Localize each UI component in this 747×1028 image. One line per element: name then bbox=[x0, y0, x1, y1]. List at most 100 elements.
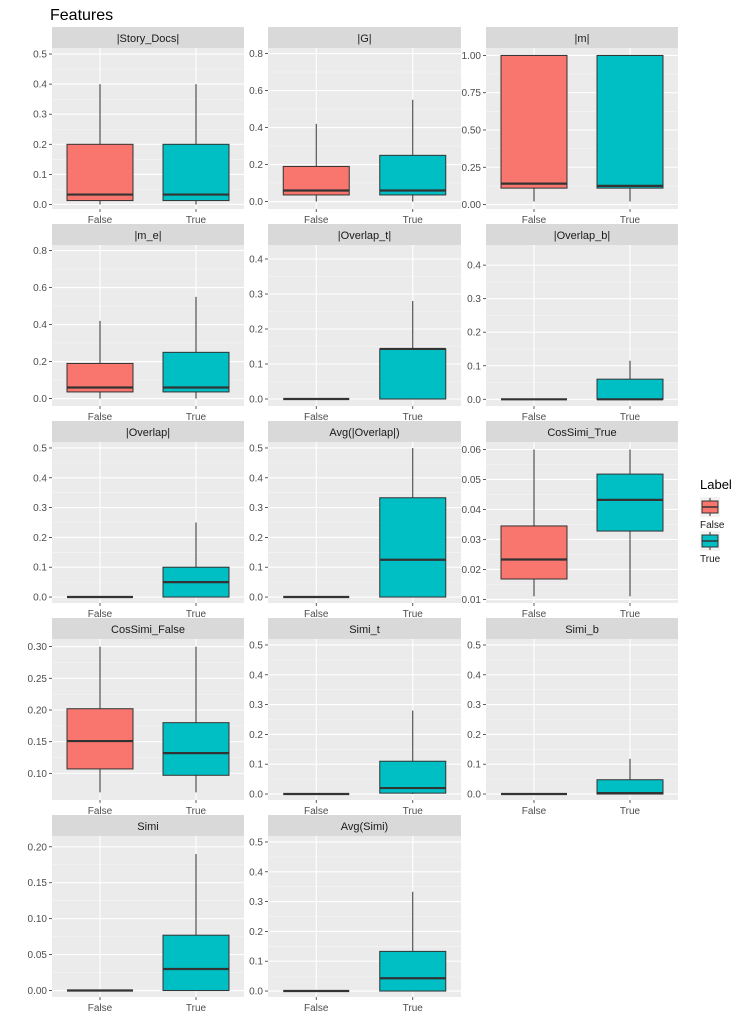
box-iqr bbox=[162, 934, 230, 992]
x-tick-label: False bbox=[88, 806, 113, 817]
x-tick-label: True bbox=[620, 806, 641, 817]
box-false bbox=[66, 646, 134, 793]
y-tick-label: 0.0 bbox=[33, 394, 47, 405]
box-true bbox=[596, 758, 664, 795]
y-tick-label: 0.15 bbox=[28, 737, 48, 748]
box-iqr bbox=[162, 351, 230, 393]
y-tick-label: 0.5 bbox=[33, 50, 47, 61]
y-tick-label: 0.4 bbox=[33, 320, 47, 331]
facet-panels: |Story_Docs| 0.0 0.1 0.2 0.3 0.4 0.5 False True |… bbox=[28, 27, 678, 1014]
x-tick-label: True bbox=[186, 1003, 207, 1014]
box-iqr bbox=[379, 154, 447, 196]
legend-item: False bbox=[700, 497, 725, 531]
facet-panel: Avg(Simi) 0.0 0.1 0.2 0.3 0.4 0.5 False True bbox=[249, 815, 461, 1014]
facet-strip bbox=[268, 618, 461, 639]
facet-panel: CosSimi_False 0.10 0.15 0.20 0.25 0.30 False Tr… bbox=[28, 618, 244, 817]
y-tick-label: 0.30 bbox=[28, 642, 48, 653]
y-tick-label: 0.4 bbox=[33, 80, 47, 91]
box-iqr bbox=[162, 722, 230, 776]
y-tick-label: 0.02 bbox=[462, 565, 482, 576]
box-iqr bbox=[162, 143, 230, 202]
facet-strip-label: |Story_Docs| bbox=[117, 33, 180, 45]
y-tick-label: 0.20 bbox=[28, 705, 48, 716]
box-true bbox=[379, 301, 447, 400]
y-tick-label: 0.5 bbox=[249, 837, 263, 848]
y-tick-label: 0.3 bbox=[33, 503, 47, 514]
box-false bbox=[66, 84, 134, 205]
facet-strip-label: Simi_t bbox=[349, 624, 380, 636]
facet-strip bbox=[268, 421, 461, 442]
x-tick-label: False bbox=[304, 609, 329, 620]
y-tick-label: 0.3 bbox=[249, 290, 263, 301]
y-tick-label: 0.2 bbox=[249, 533, 263, 544]
facet-panel: |Overlap| 0.0 0.1 0.2 0.3 0.4 0.5 False True bbox=[33, 421, 244, 620]
x-tick-label: False bbox=[88, 609, 113, 620]
y-tick-label: 0.5 bbox=[33, 443, 47, 454]
y-tick-label: 0.15 bbox=[28, 878, 48, 889]
x-tick-label: False bbox=[522, 215, 547, 226]
x-tick-label: True bbox=[186, 806, 207, 817]
x-tick-label: False bbox=[304, 412, 329, 423]
box-false bbox=[66, 320, 134, 399]
box-iqr bbox=[66, 708, 134, 770]
facet-strip bbox=[52, 224, 244, 245]
x-tick-label: True bbox=[186, 215, 207, 226]
y-tick-label: 0.06 bbox=[462, 445, 482, 456]
legend-label: True bbox=[700, 554, 721, 565]
x-tick-label: True bbox=[403, 412, 424, 423]
x-tick-label: True bbox=[620, 412, 641, 423]
y-tick-label: 0.10 bbox=[28, 914, 48, 925]
facet-panel: |Overlap_t| 0.0 0.1 0.2 0.3 0.4 False True bbox=[249, 224, 461, 423]
box-iqr bbox=[66, 143, 134, 202]
x-tick-label: False bbox=[522, 806, 547, 817]
x-tick-label: True bbox=[186, 412, 207, 423]
box-true bbox=[162, 296, 230, 399]
y-tick-label: 0.2 bbox=[249, 325, 263, 336]
x-tick-label: False bbox=[88, 1003, 113, 1014]
box-true bbox=[596, 54, 664, 202]
y-tick-label: 1.00 bbox=[462, 51, 482, 62]
y-tick-label: 0.0 bbox=[467, 790, 481, 801]
box-true bbox=[162, 522, 230, 598]
y-tick-label: 0.2 bbox=[249, 927, 263, 938]
y-tick-label: 0.8 bbox=[249, 49, 263, 60]
facet-strip-label: Avg(Simi) bbox=[341, 821, 388, 833]
y-tick-label: 0.5 bbox=[467, 640, 481, 651]
box-iqr bbox=[500, 525, 568, 580]
y-tick-label: 0.20 bbox=[28, 842, 48, 853]
y-tick-label: 0.25 bbox=[28, 674, 48, 685]
facet-strip bbox=[268, 815, 461, 836]
y-tick-label: 0.4 bbox=[33, 473, 47, 484]
box-true bbox=[162, 646, 230, 793]
facet-strip-label: Simi bbox=[137, 821, 158, 833]
box-iqr bbox=[596, 473, 664, 532]
box-true bbox=[596, 449, 664, 597]
y-tick-label: 0.5 bbox=[249, 443, 263, 454]
y-tick-label: 0.0 bbox=[249, 790, 263, 801]
y-tick-label: 0.3 bbox=[249, 897, 263, 908]
y-tick-label: 0.00 bbox=[28, 986, 48, 997]
facet-strip bbox=[486, 224, 678, 245]
y-tick-label: 0.2 bbox=[249, 730, 263, 741]
facet-strip-label: CosSimi_False bbox=[111, 624, 185, 636]
y-tick-label: 0.1 bbox=[33, 170, 47, 181]
facet-strip-label: |m_e| bbox=[134, 230, 161, 242]
y-tick-label: 0.00 bbox=[462, 200, 482, 211]
y-tick-label: 0.1 bbox=[33, 563, 47, 574]
y-tick-label: 0.4 bbox=[249, 867, 263, 878]
y-tick-label: 0.0 bbox=[33, 593, 47, 604]
x-tick-label: False bbox=[88, 412, 113, 423]
y-tick-label: 0.0 bbox=[467, 395, 481, 406]
facet-strip-label: |Overlap_b| bbox=[554, 230, 610, 242]
box-false bbox=[500, 54, 568, 202]
y-tick-label: 0.2 bbox=[33, 533, 47, 544]
facet-panel: Simi 0.00 0.05 0.10 0.15 0.20 False True bbox=[28, 815, 244, 1014]
y-tick-label: 0.03 bbox=[462, 535, 482, 546]
facet-panel: |Story_Docs| 0.0 0.1 0.2 0.3 0.4 0.5 False True bbox=[33, 27, 244, 226]
y-tick-label: 0.05 bbox=[28, 950, 48, 961]
x-tick-label: True bbox=[620, 215, 641, 226]
facet-panel: |G| 0.0 0.2 0.4 0.6 0.8 False True bbox=[249, 27, 461, 226]
y-tick-label: 0.4 bbox=[249, 473, 263, 484]
y-tick-label: 0.5 bbox=[249, 640, 263, 651]
box-iqr bbox=[500, 54, 568, 189]
